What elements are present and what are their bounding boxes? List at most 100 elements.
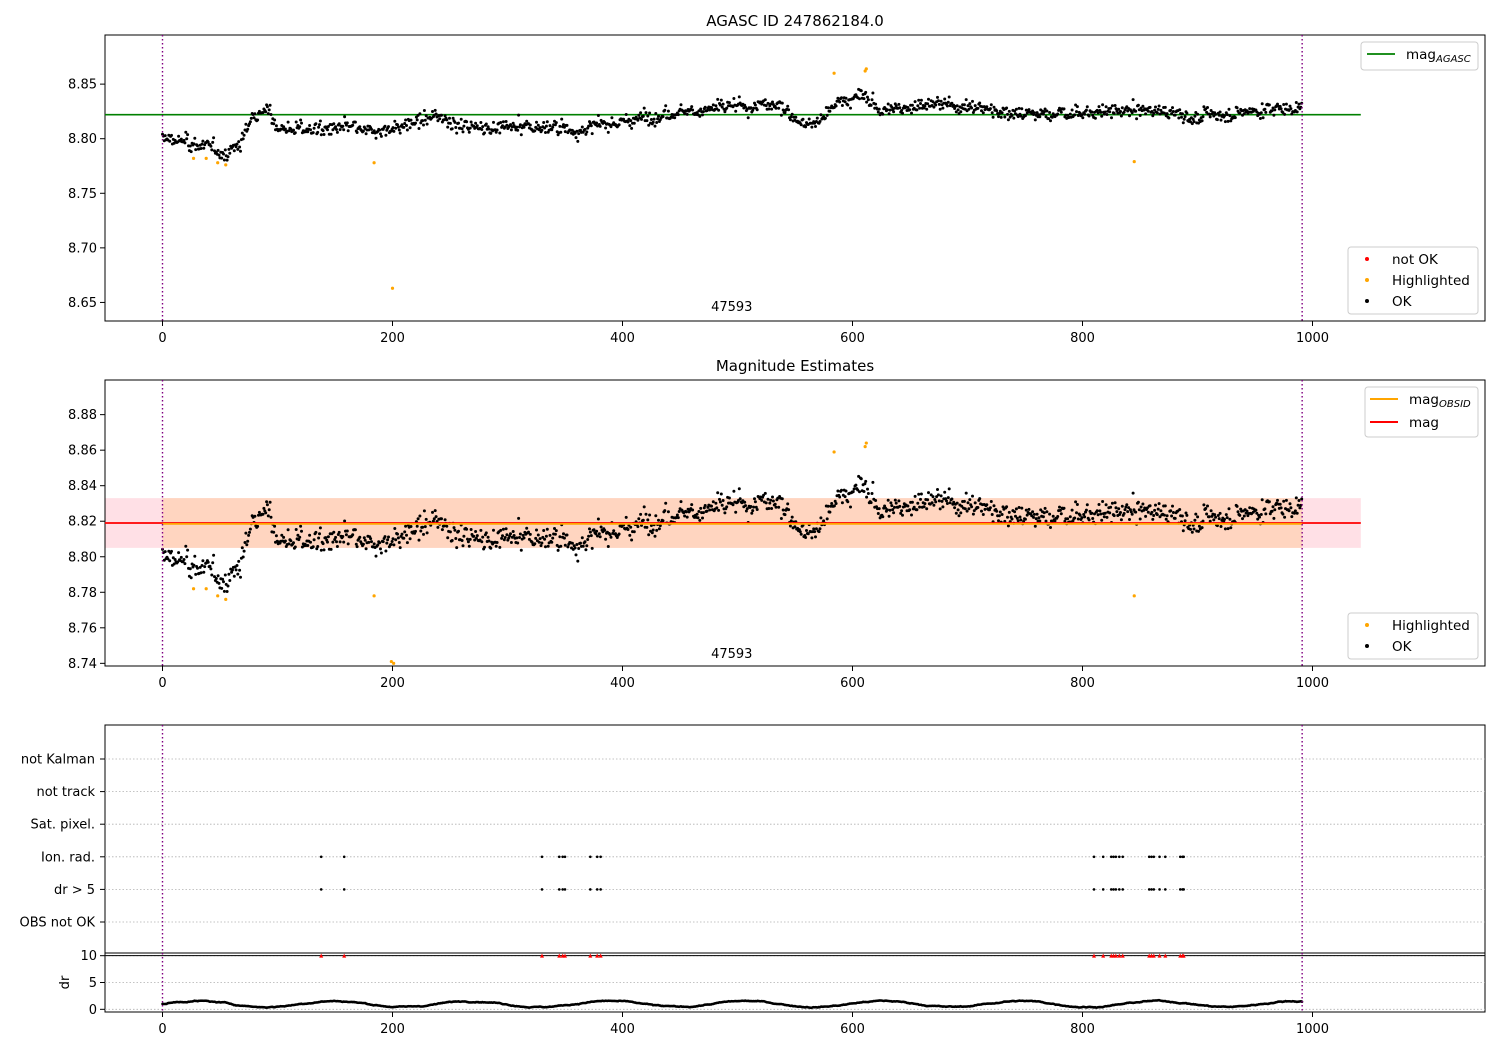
- ok-point: [517, 113, 521, 117]
- ok-point: [1271, 505, 1275, 509]
- ok-point: [906, 106, 910, 109]
- x-tick-label: 600: [840, 331, 865, 346]
- highlighted-point: [832, 71, 836, 75]
- ok-point: [397, 128, 401, 132]
- ok-point: [1056, 112, 1060, 116]
- ok-point: [293, 131, 297, 135]
- ok-point: [448, 121, 452, 125]
- ok-point: [1070, 108, 1074, 112]
- ok-point: [657, 518, 660, 522]
- ok-point: [760, 498, 764, 502]
- ok-point: [854, 483, 858, 487]
- ok-point: [1288, 104, 1292, 108]
- ok-point: [927, 491, 930, 495]
- ok-point: [590, 132, 594, 136]
- ok-point: [383, 124, 387, 128]
- ok-point: [189, 576, 193, 580]
- ok-point: [448, 530, 452, 534]
- flag-point: [561, 855, 564, 859]
- ok-point: [311, 131, 315, 135]
- ok-point: [1276, 498, 1279, 502]
- ok-point: [598, 124, 602, 128]
- ok-point: [1171, 504, 1174, 508]
- ok-point: [1080, 516, 1084, 520]
- ok-point: [1264, 110, 1268, 114]
- ok-point: [799, 123, 803, 127]
- ok-point: [1144, 112, 1148, 116]
- ok-point: [457, 121, 460, 125]
- ok-point: [933, 498, 937, 501]
- flag-point: [540, 855, 544, 859]
- ok-point: [236, 572, 240, 576]
- ok-point: [579, 541, 582, 545]
- ok-point: [1197, 524, 1201, 528]
- ok-point: [1134, 109, 1138, 113]
- ok-point: [455, 131, 459, 135]
- ok-point: [326, 540, 329, 544]
- ok-point: [980, 509, 983, 513]
- ok-point: [932, 105, 936, 109]
- ok-point: [1024, 508, 1028, 512]
- legend-frame: [1360, 41, 1479, 71]
- ok-point: [1000, 111, 1004, 115]
- ok-point: [436, 119, 440, 123]
- ok-point: [922, 505, 926, 509]
- ok-point: [1101, 500, 1105, 503]
- ok-point: [446, 125, 450, 129]
- ok-point: [876, 110, 880, 114]
- flag-point: [1121, 888, 1125, 891]
- ok-point: [414, 121, 417, 125]
- ok-point: [424, 517, 428, 521]
- ok-point: [1125, 503, 1129, 507]
- flag-point: [540, 888, 544, 891]
- ok-point: [718, 500, 722, 504]
- ok-point: [163, 134, 167, 138]
- flag-category-label: Sat. pixel.: [31, 818, 95, 833]
- flag-point: [319, 888, 323, 891]
- ok-point: [177, 551, 181, 555]
- ok-point: [1248, 506, 1252, 510]
- ok-point: [771, 499, 775, 503]
- ok-point: [1238, 111, 1242, 115]
- ok-point: [714, 501, 718, 505]
- ok-point: [1284, 498, 1288, 502]
- ok-point: [916, 104, 920, 108]
- ok-point: [644, 512, 648, 516]
- ok-point: [762, 493, 765, 497]
- ok-point: [767, 107, 771, 111]
- ok-point: [527, 530, 530, 534]
- ok-point: [871, 91, 875, 95]
- ok-point: [1276, 102, 1279, 106]
- ok-point: [750, 511, 754, 515]
- ok-point: [1027, 507, 1031, 511]
- ok-point: [1169, 509, 1173, 513]
- ok-point: [947, 95, 951, 99]
- ok-point: [898, 504, 902, 508]
- ok-point: [890, 105, 894, 109]
- ok-point: [489, 131, 493, 135]
- flag-point: [1114, 888, 1118, 891]
- ok-point: [461, 130, 465, 134]
- ok-point: [690, 105, 694, 109]
- ok-point: [915, 508, 919, 512]
- ok-point: [950, 497, 954, 501]
- ok-point: [390, 540, 394, 543]
- ok-point: [1183, 519, 1187, 523]
- ok-point: [1122, 110, 1126, 114]
- ok-point: [732, 489, 736, 493]
- ok-point: [999, 115, 1003, 119]
- ok-point: [833, 499, 837, 503]
- ok-point: [990, 513, 994, 516]
- ok-point: [989, 500, 993, 503]
- ok-point: [1213, 513, 1217, 517]
- ok-point: [483, 545, 486, 549]
- ok-point: [832, 504, 836, 508]
- ok-point: [985, 105, 989, 109]
- ok-point: [182, 558, 186, 561]
- ok-point: [361, 129, 365, 133]
- ok-point: [361, 542, 365, 546]
- ok-point: [379, 547, 382, 551]
- ok-point: [1180, 514, 1184, 518]
- ok-point: [685, 515, 689, 519]
- ok-point: [971, 512, 975, 516]
